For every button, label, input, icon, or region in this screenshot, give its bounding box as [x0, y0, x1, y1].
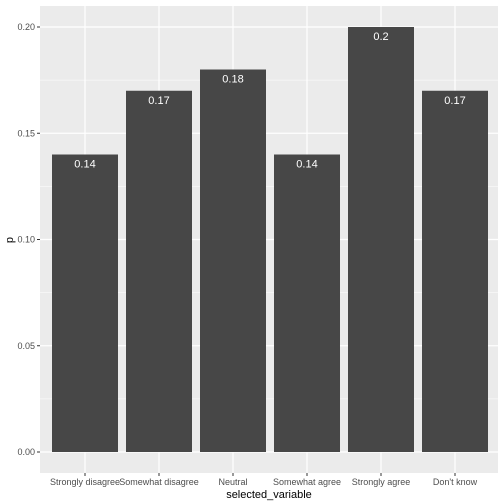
y-tick-label: 0.00 — [17, 447, 35, 457]
x-tick-label: Neutral — [218, 477, 247, 487]
bar — [274, 154, 340, 452]
x-tick-label: Don't know — [433, 477, 478, 487]
bar-data-label: 0.14 — [74, 159, 95, 171]
bar-data-label: 0.17 — [444, 95, 465, 107]
y-tick-label: 0.10 — [17, 235, 35, 245]
bar-data-labels: 0.14 0.17 0.18 0.14 0.2 0.17 — [74, 31, 465, 171]
y-tick-label: 0.20 — [17, 22, 35, 32]
bar-data-label: 0.18 — [222, 74, 243, 86]
bars — [52, 27, 488, 452]
x-axis: Strongly disagree Somewhat disagree Neutra… — [50, 473, 478, 487]
bar — [200, 69, 266, 452]
bar — [126, 90, 192, 452]
x-tick-label: Strongly disagree — [50, 477, 120, 487]
x-axis-title: selected_variable — [226, 489, 312, 501]
bar — [52, 154, 118, 452]
bar-data-label: 0.2 — [373, 31, 388, 43]
bar — [422, 90, 488, 452]
y-axis-title: p — [4, 237, 16, 243]
x-tick-label: Somewhat disagree — [119, 477, 199, 487]
x-tick-label: Strongly agree — [352, 477, 411, 487]
x-tick-label: Somewhat agree — [273, 477, 341, 487]
y-axis: 0.00 0.05 0.10 0.15 0.20 — [17, 22, 40, 457]
bar — [348, 27, 414, 452]
bar-data-label: 0.17 — [148, 95, 169, 107]
y-tick-label: 0.15 — [17, 128, 35, 138]
y-tick-label: 0.05 — [17, 341, 35, 351]
bar-data-label: 0.14 — [296, 159, 317, 171]
